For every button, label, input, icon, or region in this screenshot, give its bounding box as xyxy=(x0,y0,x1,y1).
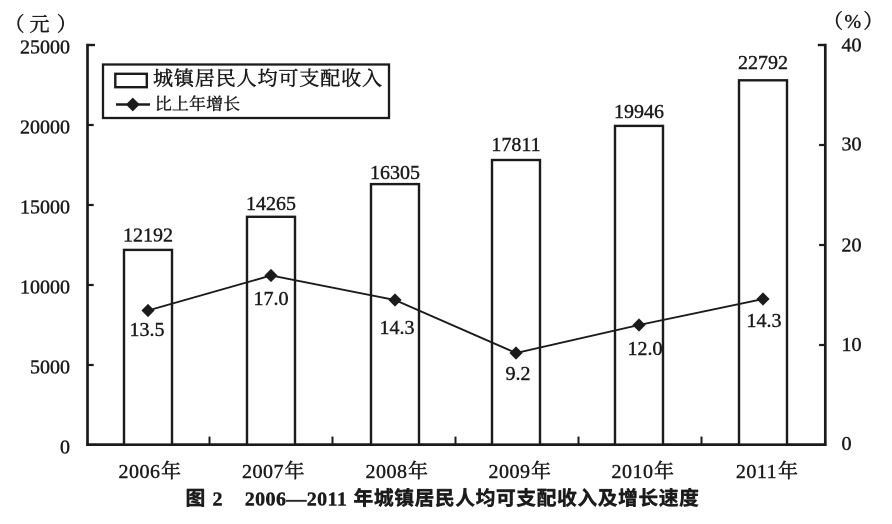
svg-text:0: 0 xyxy=(60,437,70,459)
svg-text:2: 2 xyxy=(213,488,223,510)
svg-text:15000: 15000 xyxy=(20,197,70,219)
svg-text:2010: 2010 xyxy=(612,461,654,483)
svg-text:17.0: 17.0 xyxy=(254,288,289,310)
svg-text:30: 30 xyxy=(842,134,862,156)
svg-text:12.0: 12.0 xyxy=(628,338,663,360)
svg-text:0: 0 xyxy=(842,433,852,455)
svg-text:12192: 12192 xyxy=(123,225,173,247)
svg-text:2007: 2007 xyxy=(242,461,284,483)
svg-text:25000: 25000 xyxy=(20,37,70,59)
svg-text:13.5: 13.5 xyxy=(130,319,165,341)
svg-text:9.2: 9.2 xyxy=(506,363,531,385)
svg-text:10: 10 xyxy=(842,334,862,356)
svg-text:14.3: 14.3 xyxy=(747,310,782,332)
svg-text:2006: 2006 xyxy=(119,461,161,483)
svg-text:%: % xyxy=(844,11,861,33)
svg-text:14265: 14265 xyxy=(246,193,296,215)
svg-text:16305: 16305 xyxy=(370,162,420,184)
svg-text:10000: 10000 xyxy=(20,277,70,299)
svg-text:40: 40 xyxy=(842,34,862,56)
svg-text:14.3: 14.3 xyxy=(380,317,415,339)
svg-text:19946: 19946 xyxy=(614,101,664,123)
svg-text:2011: 2011 xyxy=(736,461,777,483)
svg-text:22792: 22792 xyxy=(738,52,788,74)
svg-text:17811: 17811 xyxy=(491,134,540,156)
svg-text:20: 20 xyxy=(842,235,862,257)
svg-text:2006—2011: 2006—2011 xyxy=(245,488,348,510)
svg-text:20000: 20000 xyxy=(20,117,70,139)
svg-text:2008: 2008 xyxy=(366,461,408,483)
svg-text:5000: 5000 xyxy=(30,357,70,379)
svg-text:2009: 2009 xyxy=(489,461,531,483)
